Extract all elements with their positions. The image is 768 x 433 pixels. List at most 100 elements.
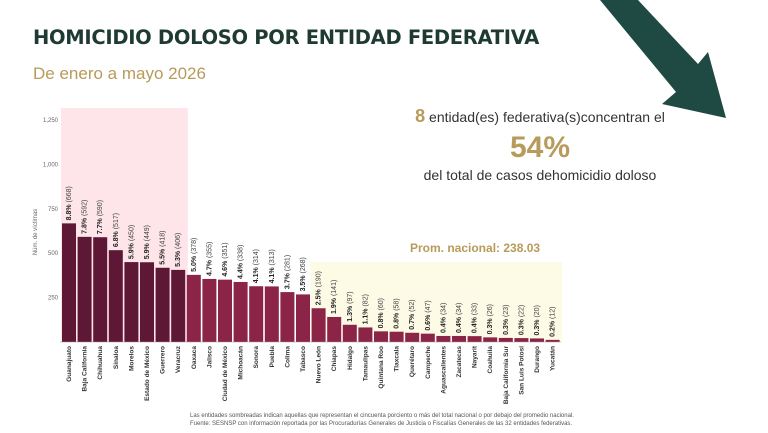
bar-value-label: 0.3% (23): [503, 305, 510, 335]
bar-tabasco: [296, 294, 310, 342]
x-tick-label: Durango: [534, 346, 541, 373]
callout-entity-count: 8: [415, 106, 426, 126]
footnote-line-2: Fuente: SESNSP con información reportada…: [190, 421, 573, 427]
y-tick-label: 250: [48, 296, 59, 302]
bar-value-label: 7.8% (592): [82, 200, 89, 234]
bar-value-label: 0.3% (26): [487, 304, 494, 334]
bar-value-label: 0.4% (33): [472, 303, 479, 333]
bar-estado-de-m-xico: [140, 262, 154, 342]
bar-value-label: 0.2% (12): [550, 307, 557, 337]
y-tick-label: 1,250: [43, 118, 59, 124]
bar-value-label: 1.3% (97): [347, 291, 354, 321]
bar-guanajuato: [62, 223, 76, 342]
x-tick-label: Tlaxcala: [394, 346, 401, 372]
bar-campeche: [420, 333, 435, 342]
bar-value-label: 4.4% (338): [238, 245, 245, 279]
x-tick-label: Baja California Sur: [503, 346, 510, 405]
bar-value-label: 0.4% (34): [440, 303, 447, 333]
bar-value-label: 7.7% (590): [97, 200, 104, 234]
x-tick-label: Tamaulipas: [362, 346, 369, 382]
bar-morelos: [124, 262, 139, 342]
callout-text-2: del total de casos dehomicidio doloso: [423, 167, 657, 183]
bar-guerrero: [155, 267, 170, 342]
bar-value-label: 5.3% (406): [175, 233, 182, 267]
bar-value-label: 4.1% (313): [269, 249, 276, 283]
footnote-line-1: Las entidades sombreadas indican aquella…: [190, 413, 574, 419]
y-axis-label: Núm. de víctimas: [33, 209, 39, 255]
x-tick-label: Jalisco: [206, 346, 213, 368]
bar-value-label: 0.8% (60): [378, 298, 385, 328]
bar-baja-california: [77, 236, 92, 342]
callout-line-1: 8 entidad(es) federativa(s)concentran el: [400, 106, 680, 127]
bar-aguascalientes: [436, 335, 451, 342]
x-tick-label: Quintana Roo: [378, 346, 385, 389]
bar-coahuila: [483, 337, 498, 342]
x-tick-label: Morelos: [128, 346, 135, 371]
x-tick-label: Querétaro: [409, 346, 416, 377]
x-tick-label: Coahuila: [487, 346, 494, 374]
bar-quintana-roo: [374, 331, 388, 342]
bar-value-label: 0.8% (58): [394, 298, 401, 328]
x-tick-label: Oaxaca: [191, 346, 198, 370]
x-tick-label: Chiapas: [331, 346, 338, 372]
x-tick-label: Colima: [284, 346, 291, 368]
callout-percent: 54%: [509, 131, 571, 164]
bar-chihuahua: [93, 237, 108, 342]
x-tick-label: Campeche: [425, 346, 432, 379]
callout-text-1: entidad(es) federativa(s)concentran el: [429, 109, 665, 125]
x-tick-label: Yucatán: [550, 346, 557, 371]
bar-value-label: 5.9% (449): [144, 225, 151, 259]
footnote: Las entidades sombreadas indican aquella…: [190, 412, 750, 428]
y-tick-label: 500: [48, 251, 59, 257]
x-tick-label: Sinaloa: [113, 346, 120, 370]
bar-value-label: 4.1% (314): [253, 249, 260, 283]
bar-value-label: 0.7% (52): [409, 299, 416, 329]
bar-tamaulipas: [358, 327, 373, 342]
x-tick-label: Veracruz: [175, 345, 182, 373]
x-tick-label: Ciudad de México: [222, 346, 229, 401]
bar-value-label: 1.1% (82): [362, 294, 369, 324]
y-tick-label: 1,000: [43, 162, 59, 168]
bar-yucat-n: [545, 339, 560, 342]
y-tick-label: 750: [48, 207, 59, 213]
bar-baja-california-sur: [498, 337, 513, 342]
bar-value-label: 2.5% (190): [316, 271, 323, 305]
page-title: HOMICIDIO DOLOSO POR ENTIDAD FEDERATIVA: [33, 26, 539, 49]
x-tick-label: San Luis Potosí: [518, 346, 525, 395]
bar-chiapas: [327, 316, 342, 342]
x-tick-label: Puebla: [269, 346, 276, 368]
x-tick-label: Michoacán: [238, 346, 245, 380]
x-tick-label: Hidalgo: [347, 346, 354, 370]
x-tick-label: Chihuahua: [97, 346, 104, 380]
x-tick-label: Guanajuato: [66, 346, 73, 382]
x-tick-label: Guerrero: [160, 346, 167, 374]
bar-zacatecas: [452, 335, 466, 342]
bar-value-label: 0.4% (34): [456, 303, 463, 333]
national-average-label: Prom. nacional: 238.03: [410, 241, 541, 255]
bar-value-label: 5.9% (450): [128, 225, 135, 259]
bar-value-label: 4.7% (355): [206, 242, 213, 276]
x-tick-label: Estado de México: [144, 346, 151, 401]
bar-value-label: 6.8% (517): [113, 213, 120, 247]
bar-sinaloa: [108, 250, 123, 342]
bar-value-label: 4.6% (351): [222, 242, 229, 276]
bar-colima: [280, 292, 295, 342]
concentration-callout: 8 entidad(es) federativa(s)concentran el…: [400, 106, 680, 183]
bar-puebla: [264, 286, 279, 342]
bar-oaxaca: [186, 274, 201, 342]
bar-value-label: 3.5% (268): [300, 257, 307, 291]
x-tick-label: Tabasco: [300, 346, 307, 372]
bar-value-label: 0.3% (22): [518, 305, 525, 335]
bar-value-label: 0.6% (47): [425, 300, 432, 330]
x-tick-label: Baja California: [82, 346, 89, 392]
bar-value-label: 1.9% (141): [331, 280, 338, 314]
bar-value-label: 5.5% (418): [160, 231, 167, 265]
bar-durango: [530, 338, 544, 342]
bar-value-label: 0.3% (20): [534, 305, 541, 335]
bar-michoac-n: [233, 281, 248, 342]
bar-veracruz: [171, 269, 186, 342]
page-subtitle: De enero a mayo 2026: [33, 64, 206, 83]
bar-value-label: 8.8% (668): [66, 186, 73, 220]
bar-value-label: 3.7% (281): [284, 255, 291, 289]
